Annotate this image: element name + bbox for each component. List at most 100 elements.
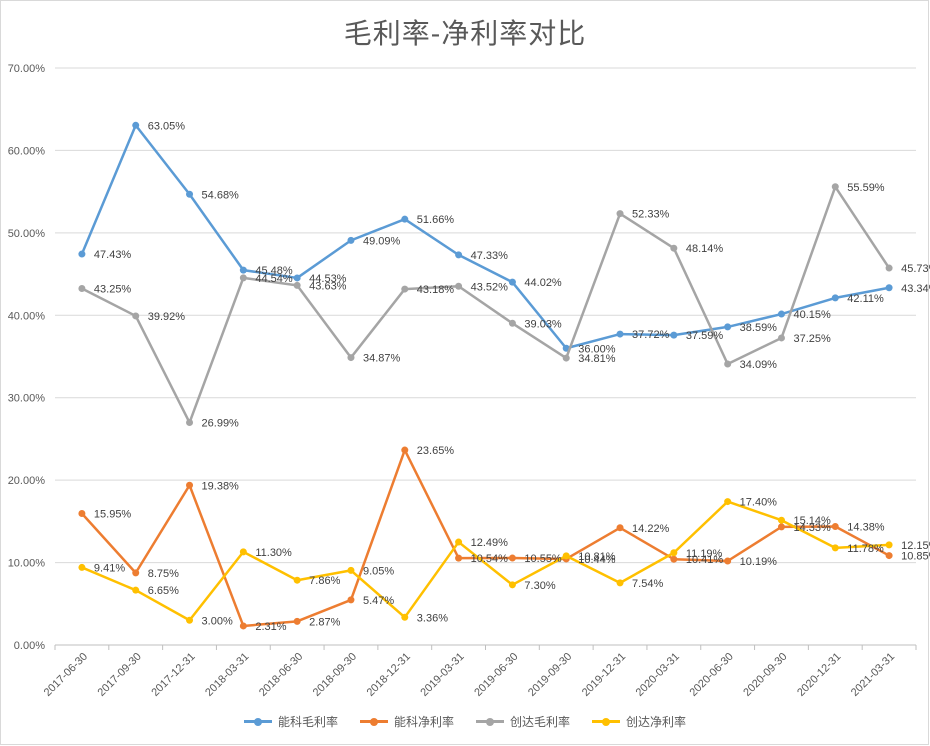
legend-label: 能科净利率: [393, 715, 454, 729]
data-point: [616, 330, 624, 338]
legend-label: 创达净利率: [626, 715, 687, 729]
data-point: [724, 498, 732, 506]
x-tick-label: 2020-06-30: [687, 651, 735, 699]
data-label: 17.40%: [740, 497, 778, 509]
data-point: [186, 419, 194, 427]
data-label: 49.09%: [363, 235, 401, 247]
data-label: 37.59%: [686, 330, 724, 342]
x-tick-label: 2018-06-30: [257, 651, 305, 699]
data-label: 7.30%: [524, 580, 555, 592]
gridlines: [54, 67, 917, 650]
y-tick-label: 60.00%: [8, 145, 46, 157]
data-point: [885, 541, 893, 549]
x-tick-label: 2020-09-30: [741, 651, 789, 699]
data-point: [670, 555, 678, 563]
data-label: 34.09%: [740, 359, 778, 371]
data-point: [132, 121, 140, 129]
data-label: 43.52%: [471, 281, 509, 293]
x-tick-label: 2019-03-31: [418, 651, 466, 699]
data-label: 14.33%: [793, 522, 831, 534]
x-tick-label: 2019-06-30: [472, 651, 520, 699]
data-label: 43.18%: [417, 284, 455, 296]
legend-swatch: [359, 717, 388, 726]
data-label: 44.54%: [255, 273, 293, 285]
data-point: [186, 616, 194, 624]
data-label: 10.44%: [578, 554, 616, 566]
data-label: 12.15%: [901, 540, 930, 552]
x-tick-label: 2019-12-31: [580, 651, 628, 699]
data-label: 11.19%: [686, 548, 723, 560]
legend-marker: [486, 717, 494, 726]
data-label: 2.31%: [255, 621, 286, 633]
data-point: [455, 538, 463, 546]
data-point: [885, 264, 893, 272]
data-point: [616, 210, 624, 218]
legend-item: 能科净利率: [359, 713, 454, 730]
data-label: 51.66%: [417, 214, 455, 226]
data-point: [670, 331, 678, 339]
data-point: [347, 354, 355, 362]
series-layer: [78, 121, 893, 630]
x-tick-label: 2018-03-31: [203, 651, 251, 699]
data-label: 36.00%: [578, 343, 616, 355]
data-point: [562, 354, 570, 362]
y-tick-label: 70.00%: [8, 63, 46, 75]
legend-marker: [602, 717, 611, 726]
x-tick-label: 2017-12-31: [149, 651, 197, 699]
series-line-3: [81, 185, 891, 424]
data-point: [831, 544, 839, 552]
data-point: [401, 285, 409, 293]
data-label: 2.87%: [309, 616, 340, 628]
data-label: 45.73%: [901, 263, 930, 275]
data-point: [455, 554, 463, 562]
y-tick-label: 20.00%: [8, 475, 46, 487]
data-label: 14.22%: [632, 523, 670, 535]
data-label: 5.47%: [363, 595, 394, 607]
data-label: 38.59%: [740, 322, 778, 334]
data-point: [831, 183, 839, 191]
data-label: 15.95%: [94, 509, 132, 521]
data-point: [616, 524, 624, 532]
y-tick-label: 40.00%: [8, 310, 46, 322]
data-point: [777, 516, 785, 524]
data-point: [401, 613, 409, 621]
data-label: 47.33%: [471, 250, 509, 262]
x-tick-label: 2021-03-31: [849, 651, 897, 699]
y-tick-label: 0.00%: [14, 640, 45, 652]
x-tick-label: 2017-09-30: [96, 651, 144, 699]
data-label: 10.55%: [524, 553, 562, 565]
data-label: 10.41%: [686, 554, 724, 566]
data-point: [293, 617, 301, 625]
data-point: [885, 284, 893, 292]
data-point: [132, 312, 140, 320]
x-tick-label: 2020-03-31: [634, 651, 682, 699]
legend-item: 能科毛利率: [243, 713, 338, 730]
data-point: [508, 278, 516, 286]
legend-label: 创达毛利率: [510, 715, 571, 729]
data-point: [831, 294, 839, 302]
data-label: 11.30%: [255, 547, 292, 559]
x-tick-label: 2020-12-31: [795, 651, 843, 699]
data-label: 3.36%: [417, 612, 448, 624]
legend-item: 创达净利率: [592, 713, 686, 730]
data-label: 43.25%: [94, 283, 132, 295]
data-point: [401, 446, 409, 454]
y-tick-label: 50.00%: [8, 228, 46, 240]
y-tick-label: 30.00%: [8, 393, 46, 405]
data-label: 39.03%: [524, 318, 562, 330]
data-point: [132, 586, 140, 594]
data-label: 34.81%: [578, 353, 616, 365]
data-label: 8.75%: [148, 568, 179, 580]
data-label: 45.48%: [255, 265, 293, 277]
data-point: [78, 250, 86, 258]
data-label: 54.68%: [202, 189, 240, 201]
x-axis-ticks: 2017-06-30 2017-09-30 2017-12-31 2018-03-31…: [42, 651, 897, 699]
data-point: [670, 549, 678, 557]
data-point: [616, 579, 624, 587]
data-label: 12.49%: [471, 537, 509, 549]
data-point: [239, 622, 247, 630]
series-line-4: [81, 500, 890, 622]
data-point: [78, 284, 86, 292]
legend-swatch: [592, 717, 621, 726]
data-label: 48.14%: [686, 243, 724, 255]
